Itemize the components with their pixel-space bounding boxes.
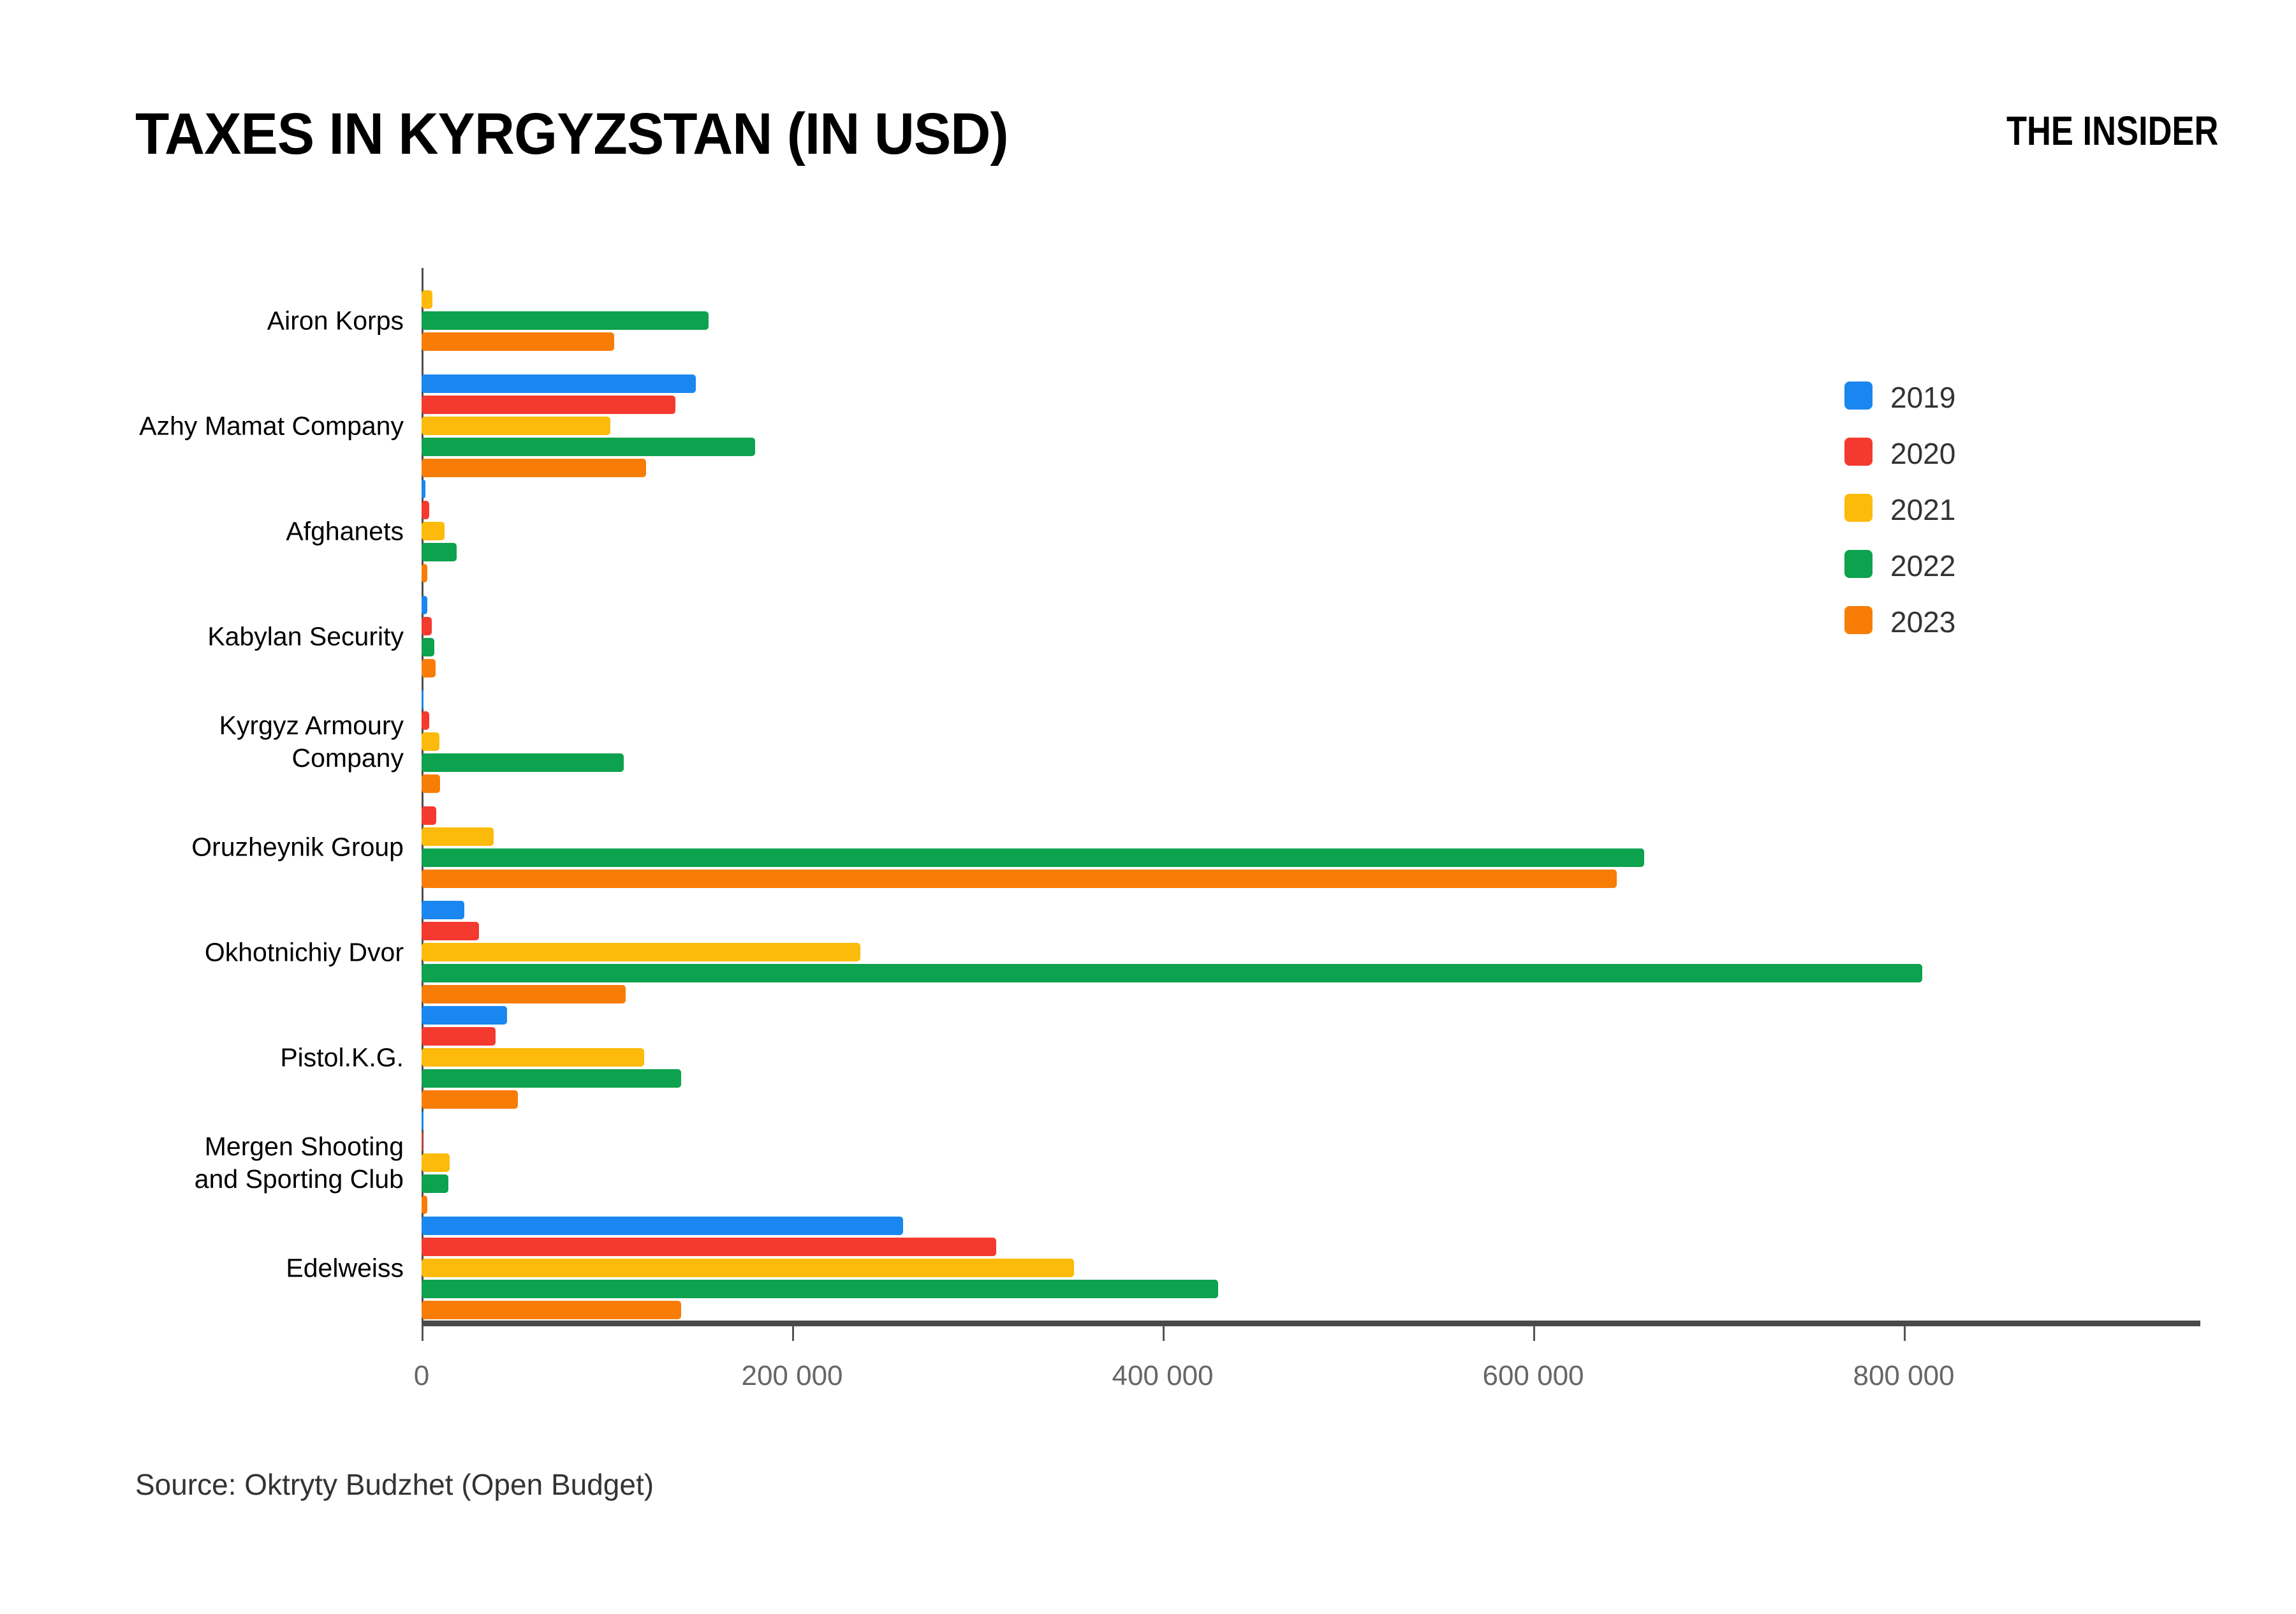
- legend-label-2019: 2019: [1890, 381, 1956, 414]
- legend-swatch-2020: [1844, 438, 1873, 466]
- bar-2021: [422, 522, 445, 540]
- bar-2023: [422, 564, 427, 582]
- bar-2019: [422, 1006, 507, 1025]
- category-label: Okhotnichiy Dvor: [204, 937, 404, 966]
- bar-2022: [422, 848, 1645, 867]
- x-axis-tick: [422, 1326, 423, 1341]
- bar-2022: [422, 438, 755, 456]
- legend-swatch-2019: [1844, 381, 1873, 410]
- legend-label-2021: 2021: [1890, 493, 1956, 526]
- category-label: Oruzheynik Group: [191, 831, 404, 861]
- category-label: Kyrgyz Armoury Company: [219, 710, 404, 773]
- bar-2021: [422, 1153, 450, 1172]
- x-axis-tick-label: 200 000: [741, 1360, 843, 1391]
- bar-2020: [422, 396, 675, 414]
- bar-2023: [422, 869, 1617, 888]
- the-insider-logo: THE INSIDER: [2006, 108, 2218, 154]
- x-axis-tick: [792, 1326, 794, 1341]
- legend-swatch-2021: [1844, 494, 1873, 522]
- bar-2020: [422, 1238, 996, 1256]
- legend-label-2023: 2023: [1890, 605, 1956, 639]
- bar-2022: [422, 964, 1923, 982]
- bar-2023: [422, 658, 436, 677]
- bar-2023: [422, 774, 441, 793]
- x-axis-tick: [1904, 1326, 1906, 1341]
- bar-2020: [422, 806, 437, 825]
- bar-2019: [422, 1111, 423, 1130]
- category-label: Mergen Shooting and Sporting Club: [194, 1131, 404, 1194]
- bar-2022: [422, 543, 457, 561]
- bar-2021: [422, 1048, 644, 1067]
- bar-2022: [422, 637, 435, 656]
- category-label: Pistol.K.G.: [280, 1042, 404, 1072]
- bar-2020: [422, 1132, 423, 1151]
- bar-2020: [422, 711, 429, 730]
- legend-label-2020: 2020: [1890, 437, 1956, 470]
- bar-2020: [422, 1027, 496, 1046]
- x-axis-tick: [1163, 1326, 1165, 1341]
- bar-2022: [422, 1280, 1219, 1298]
- bar-2019: [422, 595, 427, 614]
- bar-2023: [422, 1301, 681, 1319]
- bar-2020: [422, 501, 429, 519]
- bar-2021: [422, 943, 861, 961]
- bar-2021: [422, 827, 494, 846]
- bar-2022: [422, 1069, 681, 1088]
- bar-2023: [422, 332, 615, 351]
- source-caption: Source: Oktryty Budzhet (Open Budget): [135, 1468, 654, 1501]
- bar-2022: [422, 753, 624, 772]
- x-axis-tick-label: 600 000: [1482, 1360, 1584, 1391]
- category-label: Afghanets: [286, 515, 404, 545]
- category-label: Edelweiss: [286, 1252, 404, 1282]
- category-label: Airon Korps: [267, 305, 404, 335]
- bar-2023: [422, 1090, 519, 1109]
- x-axis-tick: [1533, 1326, 1535, 1341]
- bar-2021: [422, 290, 433, 309]
- category-label: Azhy Mamat Company: [139, 410, 404, 440]
- bar-2023: [422, 985, 626, 1003]
- bar-2023: [422, 1196, 427, 1214]
- x-axis-tick-label: 800 000: [1853, 1360, 1955, 1391]
- chart-title: TAXES IN KYRGYZSTAN (IN USD): [135, 101, 1009, 167]
- bar-2019: [422, 690, 424, 709]
- bar-2021: [422, 732, 439, 751]
- bar-2019: [422, 901, 464, 919]
- bar-2022: [422, 1174, 449, 1193]
- legend-swatch-2022: [1844, 550, 1873, 578]
- x-axis-tick-label: 0: [413, 1360, 430, 1391]
- bar-2020: [422, 922, 480, 940]
- legend-swatch-2023: [1844, 606, 1873, 634]
- category-label: Kabylan Security: [207, 621, 404, 651]
- x-axis-tick-label: 400 000: [1112, 1360, 1214, 1391]
- y-axis-line: [422, 268, 423, 1321]
- bar-2023: [422, 459, 646, 477]
- bar-2022: [422, 311, 709, 330]
- legend-label-2022: 2022: [1890, 549, 1956, 582]
- bar-2021: [422, 417, 611, 435]
- bar-2019: [422, 480, 425, 498]
- bar-2020: [422, 616, 432, 635]
- bar-2021: [422, 1259, 1074, 1277]
- bar-2019: [422, 1217, 904, 1235]
- bar-2019: [422, 374, 696, 393]
- x-axis-line: [422, 1321, 2200, 1326]
